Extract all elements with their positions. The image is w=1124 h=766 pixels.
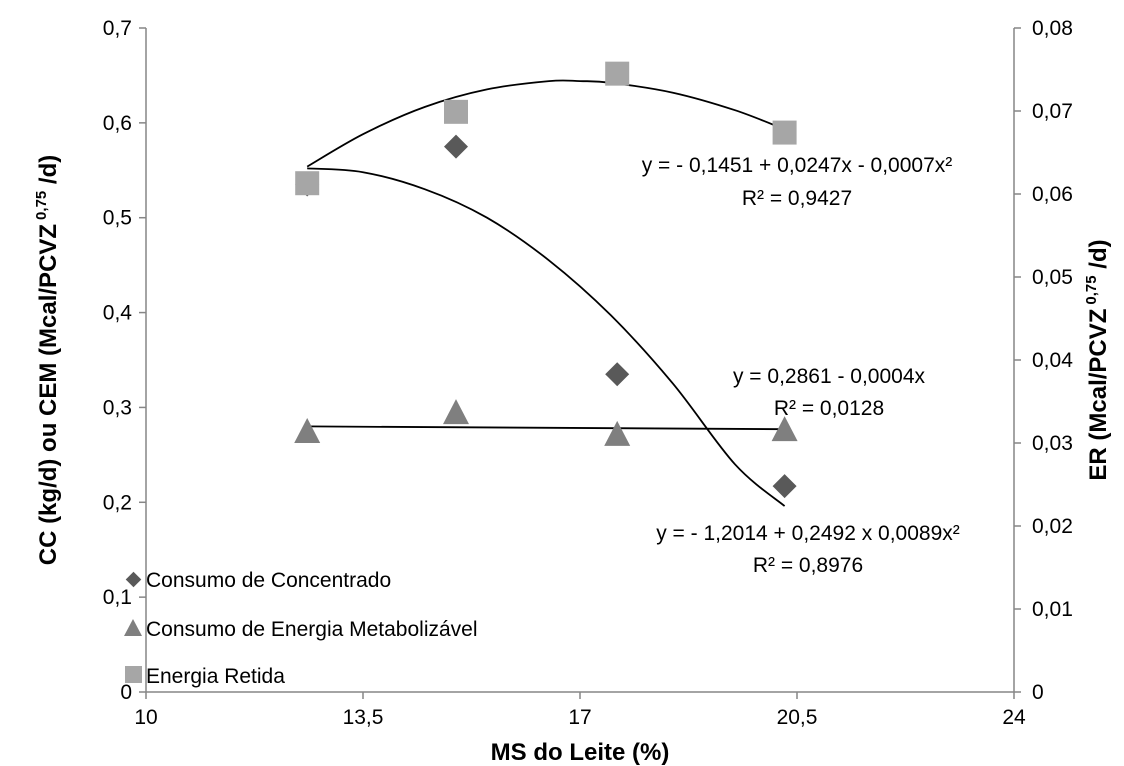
legend-label-concentrado: Consumo de Concentrado bbox=[146, 569, 391, 592]
trendlines bbox=[306, 79, 786, 507]
y-right-tick-label: 0,07 bbox=[1032, 100, 1073, 123]
eq1-equation: y = - 0,1451 + 0,0247x - 0,0007x² bbox=[642, 154, 953, 177]
point-triangle bbox=[443, 399, 469, 425]
y-right-tick-label: 0,01 bbox=[1032, 598, 1073, 621]
y-right-tick-label: 0,06 bbox=[1032, 183, 1073, 206]
point-square bbox=[772, 120, 797, 145]
point-square bbox=[605, 61, 630, 86]
point-square bbox=[295, 171, 320, 196]
point-diamond bbox=[772, 474, 797, 499]
point-triangle bbox=[604, 420, 631, 446]
y-axis-left-title: CC (kg/d) ou CEM (Mcal/PCVZ 0,75 /d) bbox=[33, 155, 62, 566]
y-left-tick-label: 0,6 bbox=[103, 112, 132, 135]
y-right-tick-label: 0,02 bbox=[1032, 515, 1073, 538]
equation-annotations: y = - 0,1451 + 0,0247x - 0,0007x² R² = 0… bbox=[642, 154, 960, 577]
y-right-tick-label: 0,03 bbox=[1032, 432, 1073, 455]
y-left-tick-label: 0,7 bbox=[103, 17, 132, 40]
trendline-poly2 bbox=[307, 167, 786, 507]
y-axis-right-title: ER (Mcal/PCVZ 0,75 /d) bbox=[1083, 239, 1112, 480]
x-tick-label: 13,5 bbox=[343, 706, 384, 729]
y-right-tick-label: 0 bbox=[1032, 681, 1044, 704]
y-left-tick-label: 0,2 bbox=[103, 491, 132, 514]
point-triangle bbox=[771, 416, 798, 442]
legend-item-energia-metabolizavel: Consumo de Energia Metabolizável bbox=[124, 618, 478, 641]
y-left-title-sup: 0,75 bbox=[33, 191, 50, 220]
eq2-equation: y = 0,2861 - 0,0004x bbox=[733, 365, 926, 388]
point-square bbox=[444, 99, 468, 124]
y-right-title-end: /d) bbox=[1085, 239, 1112, 275]
y-left-tick-label: 0,4 bbox=[103, 302, 133, 325]
y-left-title-main: CC (kg/d) ou CEM (Mcal/PCVZ bbox=[35, 224, 62, 565]
eq1-r2: R² = 0,9427 bbox=[742, 187, 852, 210]
y-right-tick-label: 0,04 bbox=[1032, 349, 1073, 372]
y-left-tick-label: 0,5 bbox=[103, 207, 132, 230]
y-left-tick-label: 0,1 bbox=[103, 586, 132, 609]
legend-item-concentrado: Consumo de Concentrado bbox=[125, 569, 391, 592]
point-triangle bbox=[294, 418, 321, 444]
point-diamond bbox=[444, 134, 468, 159]
legend-item-energia-retida: Energia Retida bbox=[125, 665, 285, 688]
eq3-equation: y = - 1,2014 + 0,2492 x 0,0089x² bbox=[656, 522, 960, 545]
x-tick-label: 17 bbox=[568, 706, 591, 729]
y-left-title-end: /d) bbox=[35, 155, 62, 191]
point-diamond bbox=[605, 362, 630, 387]
x-axis-title: MS do Leite (%) bbox=[491, 739, 670, 766]
trendline-poly2 bbox=[306, 79, 785, 168]
y-right-title-main: ER (Mcal/PCVZ bbox=[1085, 309, 1112, 481]
markers bbox=[294, 61, 798, 499]
legend-marker-diamond bbox=[125, 571, 142, 588]
x-tick-label: 24 bbox=[1002, 706, 1026, 729]
eq2-r2: R² = 0,0128 bbox=[774, 397, 884, 420]
legend-marker-triangle bbox=[124, 619, 142, 636]
trendline-linear bbox=[307, 425, 785, 431]
x-tick-label: 20,5 bbox=[777, 706, 818, 729]
y-left-tick-label: 0 bbox=[120, 681, 132, 704]
y-left-tick-label: 0,3 bbox=[103, 396, 132, 419]
eq3-r2: R² = 0,8976 bbox=[753, 554, 863, 577]
axes bbox=[145, 28, 1015, 693]
legend-marker-square bbox=[125, 666, 142, 683]
y-right-tick-label: 0,08 bbox=[1032, 17, 1073, 40]
y-right-tick-label: 0,05 bbox=[1032, 266, 1073, 289]
legend: Consumo de Concentrado Consumo de Energi… bbox=[124, 569, 478, 688]
x-tick-label: 10 bbox=[134, 706, 157, 729]
legend-label-energia-retida: Energia Retida bbox=[146, 665, 285, 688]
ticks: 10 13,5 17 20,5 24 0 0,1 0,2 0,3 0,4 0,5 0,6 0,7 0 0,0… bbox=[103, 17, 1073, 729]
legend-label-energia-metabolizavel: Consumo de Energia Metabolizável bbox=[146, 618, 478, 641]
y-right-title-sup: 0,75 bbox=[1083, 275, 1100, 304]
